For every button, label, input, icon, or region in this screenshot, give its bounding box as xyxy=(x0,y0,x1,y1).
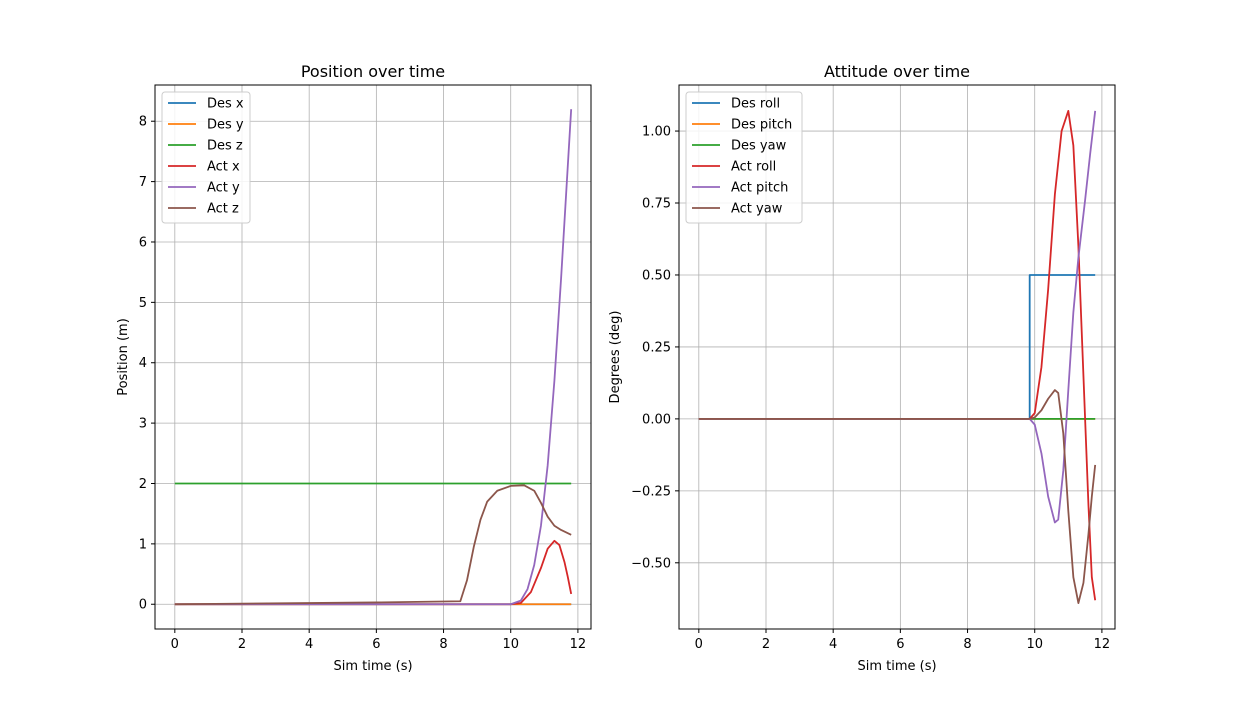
y-tick-label: 4 xyxy=(139,356,147,371)
y-tick-label: 3 xyxy=(139,417,147,432)
legend-label: Act y xyxy=(207,181,240,196)
legend-label: Des x xyxy=(207,97,244,112)
y-axis-label: Position (m) xyxy=(116,318,131,396)
x-tick-label: 4 xyxy=(829,637,837,652)
y-tick-label: 6 xyxy=(139,235,147,250)
y-tick-label: 0.75 xyxy=(642,197,671,212)
y-axis-label: Degrees (deg) xyxy=(608,311,623,404)
x-tick-label: 10 xyxy=(502,637,519,652)
legend: Des roll Des pitch Des yaw Act roll Act pitc… xyxy=(685,91,803,224)
x-tick-label: 2 xyxy=(762,637,770,652)
x-tick-label: 6 xyxy=(896,637,904,652)
legend-label: Act pitch xyxy=(731,181,788,196)
x-axis-label: Sim time (s) xyxy=(857,659,936,674)
legend-label: Act x xyxy=(207,160,240,175)
chart-title: Position over time xyxy=(301,62,445,81)
series-line-act-yaw xyxy=(698,389,1097,604)
legend-label: Des roll xyxy=(731,97,780,112)
legend-label: Des yaw xyxy=(731,139,787,154)
y-tick-label: 1.00 xyxy=(642,125,671,140)
y-tick-label: −0.50 xyxy=(631,556,671,571)
legend: Des x Des y Des z Act x Act y Act z xyxy=(161,91,251,224)
grid xyxy=(155,85,591,629)
x-tick-label: 10 xyxy=(1026,637,1043,652)
y-tick-label: 1 xyxy=(139,537,147,552)
attitude-chart: Attitude over time Sim time (s) Degrees … xyxy=(608,62,1116,674)
y-tick-label: 5 xyxy=(139,296,147,311)
chart-title: Attitude over time xyxy=(824,62,970,81)
y-tick-label: 2 xyxy=(139,477,147,492)
y-tick-label: 0.00 xyxy=(642,412,671,427)
y-tick-label: 7 xyxy=(139,175,147,190)
x-axis-label: Sim time (s) xyxy=(333,659,412,674)
legend-label: Des z xyxy=(207,139,243,154)
x-tick-label: 0 xyxy=(171,637,179,652)
series-line-act-pitch xyxy=(698,110,1097,524)
x-tick-label: 12 xyxy=(1094,637,1111,652)
y-tick-label: 0.50 xyxy=(642,268,671,283)
legend-label: Des y xyxy=(207,118,244,133)
x-tick-label: 8 xyxy=(963,637,971,652)
position-chart: Position over time Sim time (s) Position… xyxy=(116,62,592,674)
series-line-act-z xyxy=(174,484,572,606)
x-tick-label: 12 xyxy=(570,637,587,652)
series-lines xyxy=(698,110,1097,604)
legend-label: Des pitch xyxy=(731,118,792,133)
legend-label: Act yaw xyxy=(731,202,783,217)
series-line-act-roll xyxy=(698,110,1097,601)
series-line-act-y xyxy=(174,109,573,606)
y-tick-label: 0.25 xyxy=(642,340,671,355)
x-tick-label: 6 xyxy=(372,637,380,652)
x-tick-label: 2 xyxy=(238,637,246,652)
axes-frame xyxy=(154,84,592,630)
x-tick-label: 4 xyxy=(305,637,313,652)
legend-label: Act z xyxy=(207,202,239,217)
series-lines xyxy=(174,109,573,606)
y-tick-label: 0 xyxy=(139,598,147,613)
legend-label: Act roll xyxy=(731,160,776,175)
y-tick-label: −0.25 xyxy=(631,484,671,499)
axes-frame xyxy=(678,84,1116,630)
x-tick-label: 8 xyxy=(439,637,447,652)
y-tick-label: 8 xyxy=(139,115,147,130)
x-tick-label: 0 xyxy=(695,637,703,652)
series-line-act-x xyxy=(174,539,573,606)
